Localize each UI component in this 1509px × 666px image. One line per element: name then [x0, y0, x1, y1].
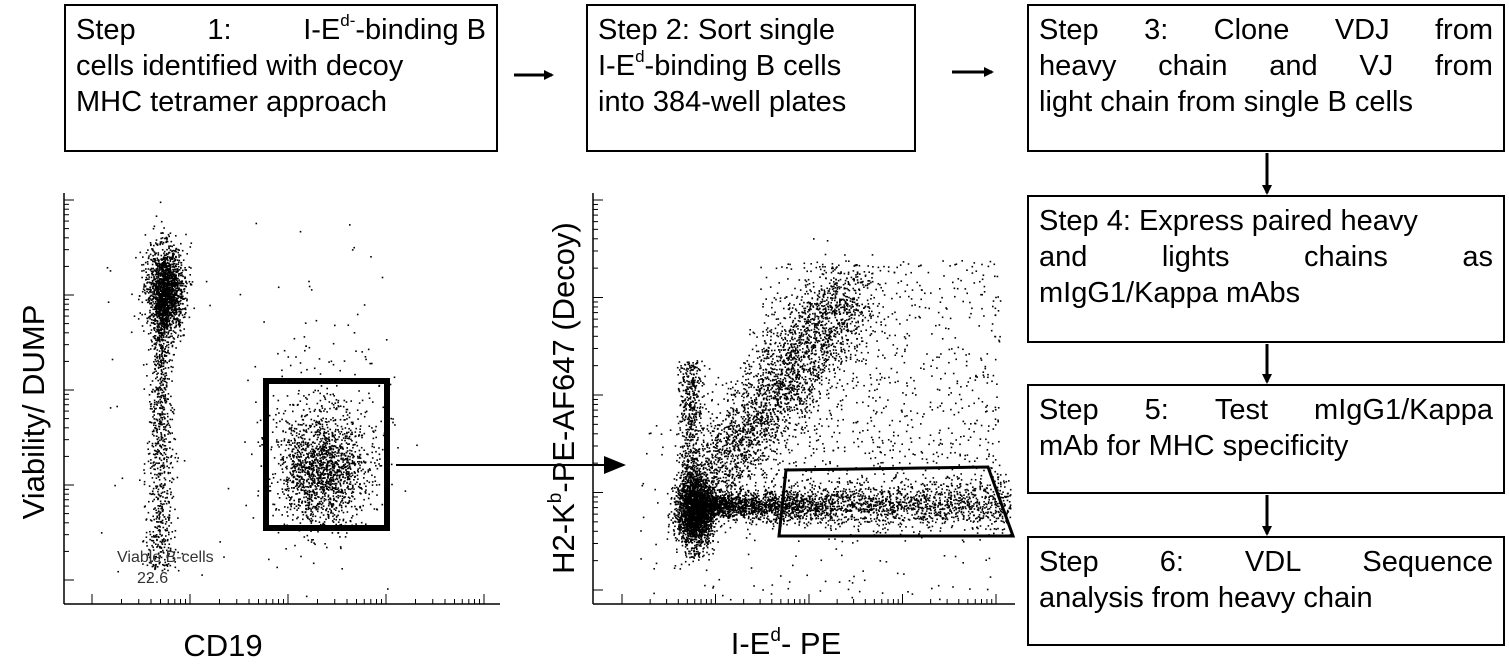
step-1-line-3: MHC tetramer approach: [76, 86, 388, 118]
step-4-line-3: mIgG1/Kappa mAbs: [1039, 277, 1301, 309]
step-4-box: Step 4: Express paired heavy and lights ch…: [1027, 195, 1505, 343]
plot1-ticks: [64, 199, 485, 604]
step-6-line-2: analysis from heavy chain: [1039, 582, 1373, 614]
plot2-xlabel: I-Ed- PE: [731, 625, 842, 661]
step-3-line-1: Step 3: Clone VDJ from: [1039, 14, 1493, 46]
step-1-text-a: I-Ed-: [303, 11, 356, 46]
step-4-line-1: Step 4: Express paired heavy: [1039, 205, 1418, 237]
step-2-box: Step 2: Sort single I-Ed-binding B cells…: [586, 4, 916, 152]
step-3-line-2: heavy chain and VJ from: [1039, 50, 1493, 82]
step-2-line-2: I-Ed-binding B cells: [598, 47, 842, 82]
plot2-sort-gate: [777, 465, 1016, 538]
step-3-box: Step 3: Clone VDJ from heavy chain and VJ from l…: [1027, 4, 1505, 152]
step-4-line-2: and lights chains as: [1039, 241, 1493, 273]
plot1-events: [100, 201, 418, 598]
plot1-xlabel: CD19: [183, 628, 262, 663]
step-2-line-3: into 384-well plates: [598, 86, 847, 118]
step-6-line-1: Step 6: VDL Sequence: [1039, 546, 1493, 578]
plot1-gate-value: 22.6: [137, 570, 168, 587]
step-2-line-1: Step 2: Sort single: [598, 14, 835, 46]
step-1-box: Step 1: I-Ed--binding B cells identified w…: [64, 4, 498, 152]
plot1-ylabel: Viability/ DUMP: [16, 305, 51, 520]
plot2-frame: [592, 193, 1015, 605]
step-3-line-3: light chain from single B cells: [1039, 86, 1413, 118]
plot1-gate: [263, 378, 390, 531]
step-6-box: Step 6: VDL Sequence analysis from heavy ch…: [1027, 536, 1505, 646]
plot2-ticks: [593, 199, 997, 604]
plot1-gate-label: Viable B-cells: [117, 549, 214, 566]
plot1-frame: [63, 193, 500, 605]
step-5-line-1: Step 5: Test mIgG1/Kappa: [1039, 394, 1493, 426]
step-5-line-2: mAb for MHC specificity: [1039, 430, 1349, 462]
plot2-events: [640, 238, 1012, 601]
plot2-ylabel: H2-Kb-PE-AF647 (Decoy): [545, 222, 581, 574]
step-1-line-1: Step 1: I-Ed--binding B: [76, 11, 486, 46]
step-5-box: Step 5: Test mIgG1/Kappa mAb for MHC specif…: [1027, 384, 1505, 494]
step-1-line-2: cells identified with decoy: [76, 50, 404, 82]
